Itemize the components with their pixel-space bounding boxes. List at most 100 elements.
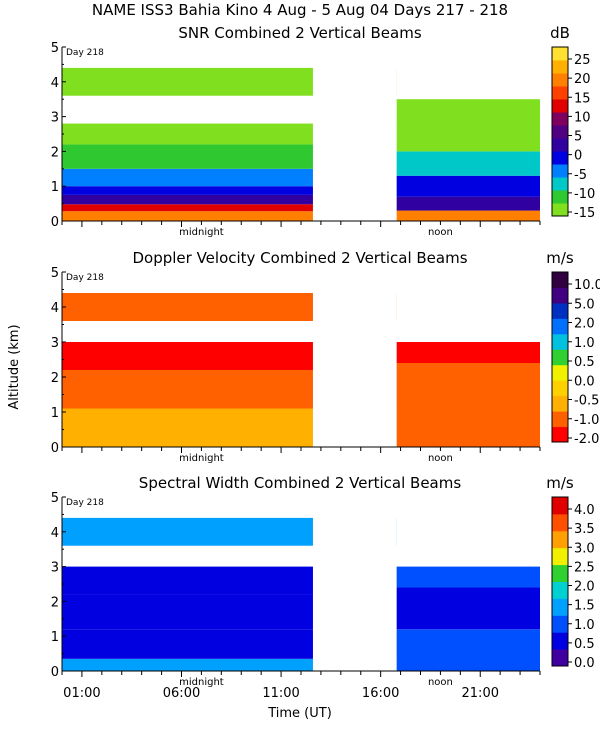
heatmap-cell: [396, 175, 540, 197]
panel-title: Spectral Width Combined 2 Vertical Beams: [139, 474, 462, 492]
heatmap-cell: [396, 151, 540, 176]
colorbar: 4.0 3.5 3.0 2.5 2.0 1.5 1.0 0.5 0.0: [551, 496, 595, 671]
colorbar-segment: [552, 547, 568, 566]
colorbar-frame: [551, 496, 569, 667]
colorbar-segment: [552, 530, 568, 549]
colorbar-tick-label: -2.0: [574, 432, 599, 447]
heatmap-cell: [396, 587, 540, 630]
colorbar-unit: dB: [550, 24, 570, 42]
colorbar-tick-label: 2.0: [574, 580, 595, 595]
colorbar-unit: m/s: [546, 474, 574, 492]
y-tick-label: 3: [51, 336, 59, 351]
x-tick-label: 21:00: [462, 686, 499, 701]
y-tick-label: 1: [51, 630, 59, 645]
y-tick-label: 5: [51, 266, 59, 281]
heatmap-cell: [396, 99, 540, 131]
colorbar-tick-label: 15: [574, 91, 591, 106]
figure-title: NAME ISS3 Bahia Kino 4 Aug - 5 Aug 04 Da…: [92, 1, 508, 19]
colorbar-segment: [552, 564, 568, 582]
colorbar-segment: [552, 426, 568, 443]
colorbar: 10.0 5.0 2.0 1.0 0.5 0.0 -0.5 -1.0 -2.0: [551, 271, 600, 447]
panel-1: SNR Combined 2 Vertical Beams 0 1 2 3 4 5 Day 2…: [51, 24, 596, 238]
day-label: Day 218: [66, 273, 104, 283]
heatmap-cell: [396, 130, 540, 152]
midnight-label: midnight: [179, 453, 224, 464]
colorbar-frame: [551, 46, 569, 217]
y-tick-label: 2: [51, 595, 59, 610]
colorbar-tick-label: 5: [574, 130, 582, 145]
colorbar-tick-label: 0.5: [574, 637, 595, 652]
colorbar-segment: [552, 73, 568, 87]
y-tick-label: 1: [51, 180, 59, 195]
heatmap-area: [62, 497, 540, 671]
colorbar-segment: [552, 598, 568, 616]
colorbar-tick-label: 2.0: [574, 317, 595, 332]
heatmap-cell: [396, 629, 540, 671]
colorbar-segment: [552, 177, 568, 191]
colorbar-tick-label: 0.0: [574, 374, 595, 389]
data-gap: [312, 47, 397, 221]
heatmap-cell: [62, 194, 397, 205]
colorbar-tick-label: 4.0: [574, 503, 595, 518]
colorbar-tick-label: 1.0: [574, 618, 595, 633]
colorbar-tick-label: -0.5: [574, 394, 599, 409]
data-gap: [312, 272, 397, 447]
colorbar-segment: [552, 86, 568, 100]
x-tick-label: 16:00: [362, 686, 399, 701]
time-axis-label: Time (UT): [267, 706, 332, 721]
colorbar-segment: [552, 287, 568, 304]
y-tick-label: 0: [51, 215, 59, 230]
x-tick-label: 01:00: [63, 686, 100, 701]
midnight-label: midnight: [179, 227, 224, 238]
heatmap-cell: [62, 186, 397, 195]
heatmap-cell: [62, 204, 397, 212]
colorbar-segment: [552, 333, 568, 350]
colorbar-tick-label: 10: [574, 110, 591, 125]
heatmap-area: [62, 47, 540, 221]
colorbar-tick-label: 3.5: [574, 522, 595, 537]
colorbar-segment: [552, 164, 568, 178]
y-tick-label: 4: [51, 526, 59, 541]
heatmap-cell: [396, 342, 540, 363]
y-tick-label: 2: [51, 145, 59, 160]
colorbar-tick-label: 0: [574, 149, 582, 164]
colorbar-segment: [552, 190, 568, 204]
day-label: Day 218: [66, 498, 104, 508]
colorbar-tick-label: 2.5: [574, 560, 595, 575]
colorbar-tick-label: 25: [574, 53, 591, 68]
colorbar-segment: [552, 60, 568, 74]
y-tick-label: 4: [51, 76, 59, 91]
colorbar-segment: [552, 99, 568, 113]
panel-title: SNR Combined 2 Vertical Beams: [178, 24, 421, 42]
data-gap: [312, 497, 397, 671]
colorbar-segment: [552, 302, 568, 319]
colorbar-segment: [552, 649, 568, 667]
colorbar-frame: [551, 271, 569, 443]
panel-title: Doppler Velocity Combined 2 Vertical Bea…: [132, 249, 467, 267]
heatmap-cell: [396, 196, 540, 211]
heatmap-cell: [396, 210, 540, 221]
colorbar-tick-label: 20: [574, 72, 591, 87]
colorbar-segment: [552, 380, 568, 397]
colorbar-segment: [552, 125, 568, 139]
colorbar: 25 20 15 10 5 0 -5 -10 -15: [551, 46, 595, 221]
heatmap-cell: [396, 566, 540, 588]
colorbar-tick-label: -5: [574, 168, 587, 183]
colorbar-segment: [552, 395, 568, 412]
noon-label: noon: [428, 227, 453, 238]
colorbar-segment: [552, 581, 568, 599]
colorbar-tick-label: -15: [574, 206, 595, 221]
colorbar-unit: m/s: [546, 249, 574, 267]
heatmap-cell: [62, 211, 397, 221]
colorbar-segment: [552, 349, 568, 366]
y-tick-label: 0: [51, 665, 59, 680]
colorbar-segment: [552, 632, 568, 650]
y-tick-label: 5: [51, 41, 59, 56]
heatmap-cell: [396, 363, 540, 409]
colorbar-segment: [552, 364, 568, 381]
x-tick-label: 11:00: [262, 686, 299, 701]
colorbar-segment: [552, 411, 568, 428]
altitude-axis-label: Altitude (km): [7, 324, 22, 409]
y-tick-label: 3: [51, 561, 59, 576]
colorbar-segment: [552, 151, 568, 165]
